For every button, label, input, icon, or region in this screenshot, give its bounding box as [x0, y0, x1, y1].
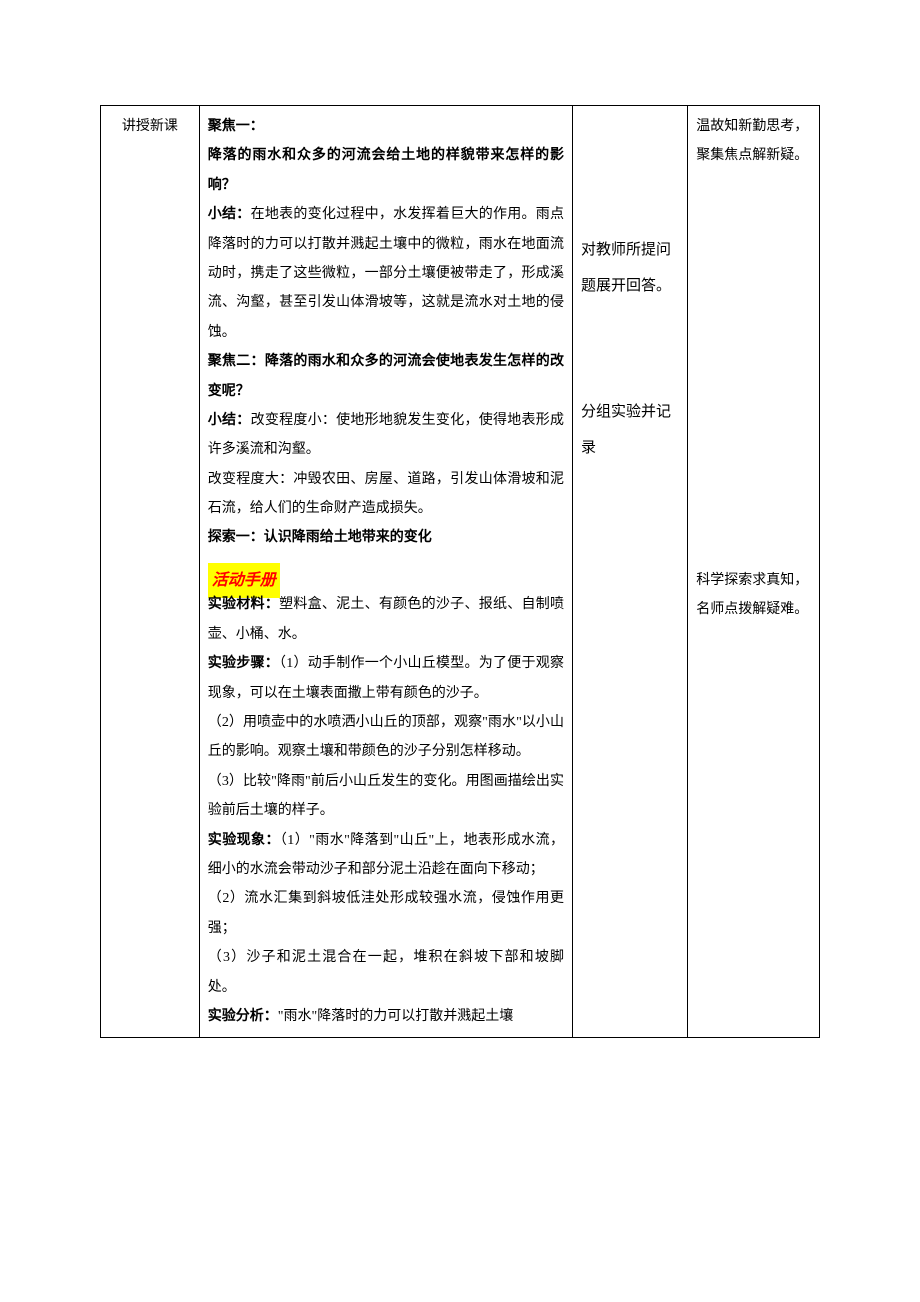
student-activity-2: 分组实验并记录	[581, 394, 679, 466]
focus1-label: 聚焦一：	[208, 119, 264, 134]
summary1-text: 在地表的变化过程中，水发挥着巨大的作用。雨点降落时的力可以打散并溅起土壤中的微粒…	[208, 207, 564, 340]
column-design-intent: 温故知新勤思考，聚集焦点解新疑。 科学探索求真知，名师点拨解疑难。	[688, 106, 820, 1038]
focus1-question: 降落的雨水和众多的河流会给土地的样貌带来怎样的影响？	[208, 148, 564, 192]
student-activity-1: 对教师所提问题展开回答。	[581, 232, 679, 304]
phenomenon2-text: （2）流水汇集到斜坡低洼处形成较强水流，侵蚀作用更强；	[208, 891, 564, 935]
summary2-text: 改变程度小：使地形地貌发生变化，使得地表形成许多溪流和沟壑。	[208, 413, 564, 457]
analysis-text: "雨水"降落时的力可以打散并溅起土壤	[278, 1009, 513, 1024]
material-label: 实验材料：	[208, 597, 279, 612]
phenomenon-label: 实验现象：	[208, 833, 280, 848]
summary2-text2: 改变程度大：冲毁农田、房屋、道路，引发山体滑坡和泥石流，给人们的生命财产造成损失…	[208, 472, 564, 516]
step2-text: （2）用喷壶中的水喷洒小山丘的顶部，观察"雨水"以小山丘的影响。观察土壤和带颜色…	[208, 715, 564, 759]
focus2-text: 聚焦二：降落的雨水和众多的河流会使地表发生怎样的改变呢？	[208, 354, 564, 398]
explore1-title: 探索一：认识降雨给土地带来的变化	[208, 530, 432, 545]
analysis-label: 实验分析：	[208, 1009, 278, 1024]
column-student-activity: 对教师所提问题展开回答。 分组实验并记录	[573, 106, 688, 1038]
steps-label: 实验步骤：	[208, 656, 279, 671]
step3-text: （3）比较"降雨"前后小山丘发生的变化。用图画描绘出实验前后土壤的样子。	[208, 774, 564, 818]
column-content: 聚焦一： 降落的雨水和众多的河流会给土地的样貌带来怎样的影响？ 小结：在地表的变…	[199, 106, 572, 1038]
design-intent-2: 科学探索求真知，名师点拨解疑难。	[696, 566, 811, 625]
design-intent-1: 温故知新勤思考，聚集焦点解新疑。	[696, 112, 811, 171]
column-stage: 讲授新课	[101, 106, 200, 1038]
stage-title: 讲授新课	[122, 119, 178, 134]
phenomenon3-text: （3）沙子和泥土混合在一起，堆积在斜坡下部和坡脚处。	[208, 950, 564, 994]
lesson-plan-table: 讲授新课 聚焦一： 降落的雨水和众多的河流会给土地的样貌带来怎样的影响？ 小结：…	[100, 105, 820, 1038]
summary1-label: 小结：	[208, 207, 251, 222]
summary2-label: 小结：	[208, 413, 251, 428]
